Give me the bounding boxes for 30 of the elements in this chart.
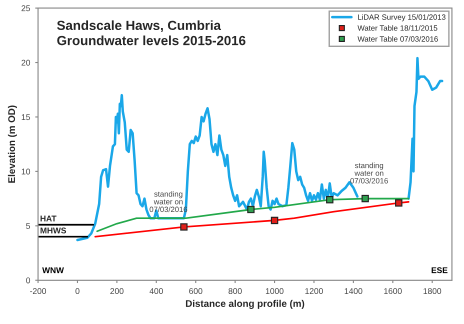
x-tick-label: 1000 xyxy=(266,288,284,294)
x-tick-label: 1800 xyxy=(424,288,442,294)
x-tick-label: 600 xyxy=(189,288,202,294)
y-tick-label: 15 xyxy=(22,114,30,120)
y-tick-label: 20 xyxy=(22,60,30,66)
point xyxy=(326,196,334,204)
x-tick-label: 0 xyxy=(75,288,80,294)
point xyxy=(395,199,402,207)
y-axis-title: Elevation (m OD) xyxy=(8,105,17,183)
x-tick-label: 1400 xyxy=(344,288,362,294)
point xyxy=(180,223,188,231)
x-tick-label: 400 xyxy=(150,288,163,294)
x-tick-label: 200 xyxy=(110,288,124,294)
y-tick-label: 0 xyxy=(26,277,30,284)
x-axis-title: Distance along profile (m) xyxy=(186,300,304,309)
x-tick-label: 1600 xyxy=(384,288,402,294)
series-label: MHWS xyxy=(40,228,66,234)
y-tick-label: 10 xyxy=(22,168,30,174)
annotation: ESE xyxy=(432,267,448,274)
x-tick-label: -200 xyxy=(30,288,46,294)
y-tick-label: 25 xyxy=(22,5,30,12)
x-tick-label: 800 xyxy=(228,288,242,294)
y-tick-label: 5 xyxy=(26,223,30,229)
text: Sandscale Haws, Cumbria Groundwater levels 2015-2016 xyxy=(57,20,246,46)
x-tick-label: 1200 xyxy=(305,288,323,294)
point xyxy=(270,216,278,224)
annotation: WNW xyxy=(42,267,64,274)
point xyxy=(362,194,369,202)
point xyxy=(247,206,255,214)
series-label: HAT xyxy=(40,216,56,222)
